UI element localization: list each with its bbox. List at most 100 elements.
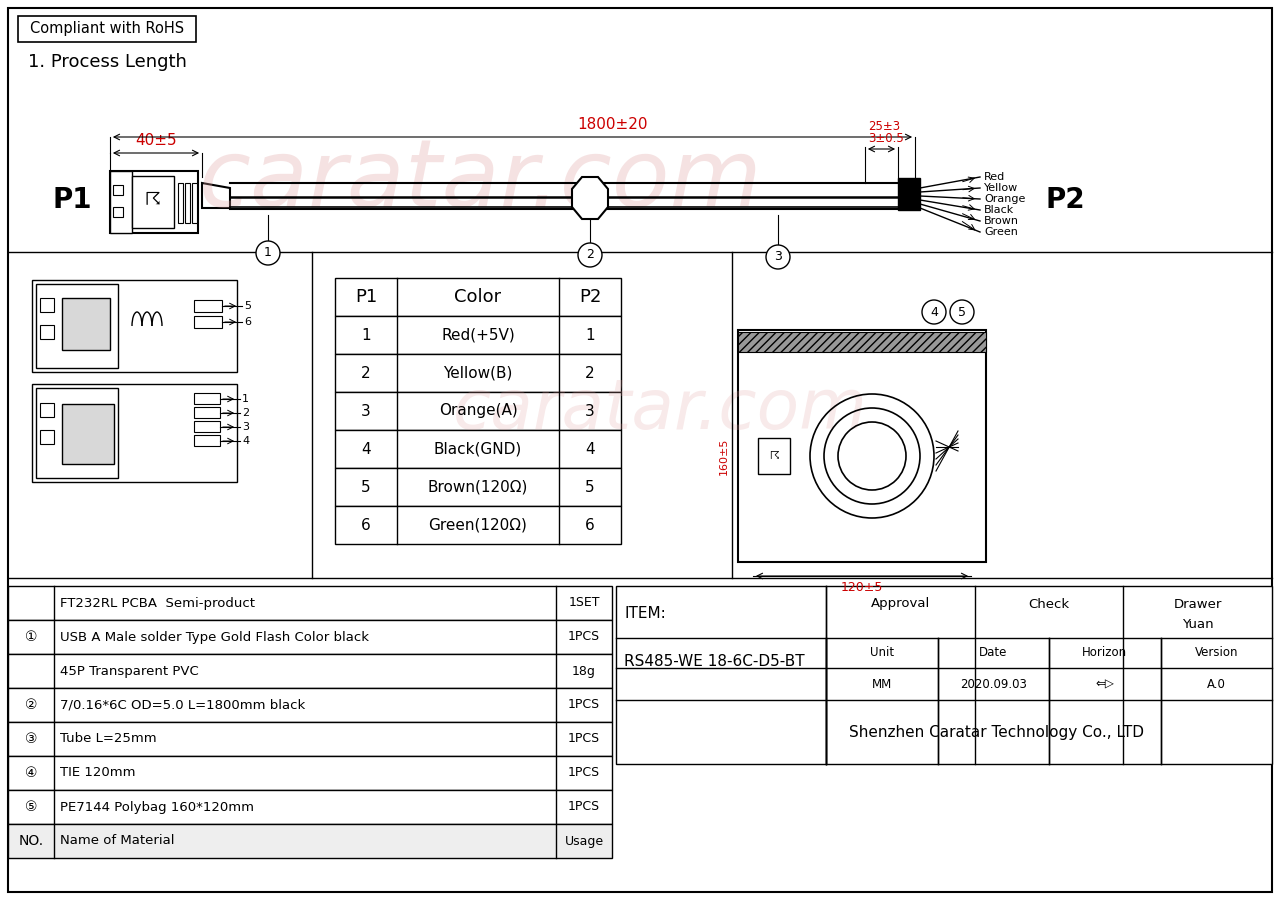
Text: NO.: NO. [18, 834, 44, 848]
Text: 120±5: 120±5 [841, 581, 883, 594]
Text: ITEM:: ITEM: [625, 607, 666, 622]
Text: 1PCS: 1PCS [568, 631, 600, 644]
Text: P2: P2 [579, 288, 602, 306]
Text: Drawer: Drawer [1174, 598, 1222, 610]
Text: 5: 5 [957, 305, 966, 319]
Text: 2: 2 [242, 408, 250, 418]
Text: 2: 2 [585, 365, 595, 381]
Text: 2: 2 [361, 365, 371, 381]
Text: 1800±20: 1800±20 [577, 117, 648, 132]
Text: 4: 4 [931, 305, 938, 319]
Polygon shape [202, 183, 230, 208]
Bar [8, 688, 612, 722]
Bar [8, 586, 612, 620]
Text: 4: 4 [585, 442, 595, 456]
Text: Unit: Unit [869, 646, 893, 660]
Text: 1: 1 [361, 328, 371, 343]
Text: 1: 1 [264, 247, 271, 259]
Text: 1PCS: 1PCS [568, 698, 600, 712]
Text: Green(120Ω): Green(120Ω) [429, 518, 527, 533]
Text: Brown: Brown [984, 216, 1019, 226]
Text: RS485-WE 18-6C-D5-BT: RS485-WE 18-6C-D5-BT [625, 653, 805, 669]
Text: P1: P1 [355, 288, 378, 306]
Text: caratar.com: caratar.com [453, 376, 868, 444]
Text: Approval: Approval [870, 598, 931, 610]
Circle shape [256, 241, 280, 265]
Text: P2: P2 [1046, 186, 1085, 214]
Text: 6: 6 [361, 518, 371, 533]
Text: Red(+5V): Red(+5V) [442, 328, 515, 343]
Bar [8, 756, 612, 790]
Bar [36, 388, 118, 478]
Bar [18, 16, 196, 42]
Text: caratar.com: caratar.com [198, 134, 762, 226]
Text: 2020.09.03: 2020.09.03 [960, 678, 1027, 690]
Bar [186, 183, 189, 223]
Text: FT232RL PCBA  Semi-product: FT232RL PCBA Semi-product [60, 597, 255, 609]
Text: ☈: ☈ [145, 191, 161, 209]
Text: Black: Black [984, 205, 1014, 215]
Text: USB A Male solder Type Gold Flash Color black: USB A Male solder Type Gold Flash Color … [60, 631, 369, 644]
Bar [40, 403, 54, 417]
Text: Tube L=25mm: Tube L=25mm [60, 733, 156, 745]
Text: A.0: A.0 [1207, 678, 1226, 690]
Bar [40, 430, 54, 444]
Text: 6: 6 [244, 317, 251, 327]
Text: 40±5: 40±5 [136, 133, 177, 148]
Text: Orange(A): Orange(A) [439, 403, 517, 418]
Text: 1. Process Length: 1. Process Length [28, 53, 187, 71]
Text: PE7144 Polybag 160*120mm: PE7144 Polybag 160*120mm [60, 800, 253, 814]
Text: 3: 3 [774, 250, 782, 264]
Text: 25±3: 25±3 [868, 120, 900, 133]
Bar [40, 325, 54, 339]
Text: Yellow(B): Yellow(B) [443, 365, 513, 381]
Bar [61, 404, 114, 464]
Bar [40, 298, 54, 312]
Circle shape [922, 300, 946, 324]
Text: Brown(120Ω): Brown(120Ω) [428, 480, 529, 494]
Bar [758, 438, 790, 474]
Bar [32, 280, 237, 372]
Bar [335, 506, 621, 544]
Circle shape [950, 300, 974, 324]
Bar [335, 316, 621, 354]
Text: 160±5: 160±5 [719, 437, 730, 474]
Bar [195, 421, 220, 432]
Text: ③: ③ [24, 732, 37, 746]
Text: 4: 4 [242, 436, 250, 446]
Text: 18g: 18g [572, 664, 596, 678]
Text: ①: ① [24, 630, 37, 644]
Text: 3: 3 [585, 403, 595, 418]
Text: 3±0.5: 3±0.5 [868, 132, 904, 145]
Polygon shape [572, 177, 608, 219]
Text: 45P Transparent PVC: 45P Transparent PVC [60, 664, 198, 678]
Text: 1PCS: 1PCS [568, 767, 600, 779]
Text: Usage: Usage [564, 834, 604, 848]
Text: Horizon: Horizon [1082, 646, 1128, 660]
Text: Color: Color [454, 288, 502, 306]
Text: 1PCS: 1PCS [568, 800, 600, 814]
Bar [195, 407, 220, 418]
Text: Yuan: Yuan [1181, 617, 1213, 631]
Bar [899, 178, 920, 210]
Text: 2: 2 [586, 248, 594, 262]
Circle shape [765, 245, 790, 269]
Bar [113, 207, 123, 217]
Text: Date: Date [979, 646, 1007, 660]
Bar [8, 790, 612, 824]
Bar [8, 654, 612, 688]
Bar [8, 824, 612, 858]
Bar [335, 278, 621, 316]
Text: P1: P1 [52, 186, 92, 214]
Text: Compliant with RoHS: Compliant with RoHS [29, 22, 184, 37]
Text: 1: 1 [585, 328, 595, 343]
Bar [32, 384, 237, 482]
Text: 1PCS: 1PCS [568, 733, 600, 745]
Bar [36, 284, 118, 368]
Text: ②: ② [24, 698, 37, 712]
Bar [195, 393, 220, 404]
Text: TIE 120mm: TIE 120mm [60, 767, 136, 779]
Bar [335, 468, 621, 506]
Text: Check: Check [1028, 598, 1070, 610]
Bar [178, 183, 183, 223]
